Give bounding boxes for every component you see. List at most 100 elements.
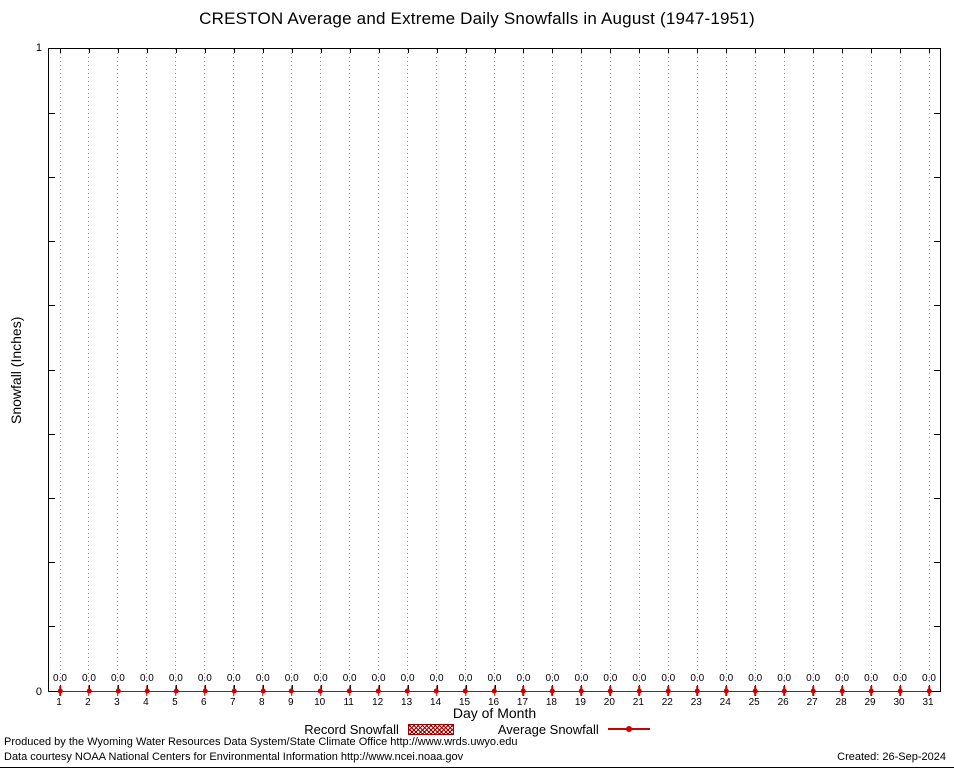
data-point-value-label: 0.0 (574, 673, 589, 684)
x-tick-label: 20 (603, 697, 615, 708)
y-minor-tick (934, 369, 940, 371)
gridline (899, 49, 901, 691)
gridline (522, 49, 524, 691)
x-tick-label: 31 (922, 697, 934, 708)
x-tick-mark (552, 49, 554, 53)
gridline (436, 49, 438, 691)
x-tick-mark (668, 49, 670, 53)
x-tick-mark (639, 49, 641, 53)
x-tick-mark (117, 49, 119, 53)
x-axis-tick-labels: 1 2 3 4 5 6 7 8 9 10 11 12 13 14 15 16 17 18 19 20 21 22 23 24 2… (48, 697, 941, 710)
data-point-marker (463, 686, 469, 696)
y-minor-tick (49, 433, 55, 435)
y-axis-max-label: 1 (35, 42, 42, 54)
data-point-value-label: 0.0 (197, 673, 212, 684)
y-minor-tick (934, 562, 940, 564)
data-point-marker (723, 686, 729, 696)
gridline (841, 49, 843, 691)
y-axis-min-label: 0 (35, 686, 42, 698)
y-minor-tick (49, 626, 55, 628)
legend-average-label: Average Snowfall (497, 721, 599, 737)
x-tick-label: 15 (458, 697, 471, 708)
gridline (551, 49, 553, 691)
footer-attribution-line: Produced by the Wyoming Water Resources … (4, 736, 518, 748)
x-tick-label: 14 (430, 697, 442, 708)
data-point-value-label: 0.0 (255, 673, 270, 684)
x-tick-mark (60, 49, 61, 53)
x-tick-label: 22 (661, 697, 673, 708)
x-tick-label: 10 (314, 697, 326, 708)
data-point-marker (752, 686, 758, 696)
x-tick-label: 12 (372, 697, 384, 708)
data-point-marker (231, 686, 237, 696)
data-point-value-label: 0.0 (284, 673, 299, 684)
data-point-value-label: 0.0 (922, 673, 936, 684)
x-tick-label: 11 (343, 697, 354, 708)
x-tick-label: 18 (545, 697, 557, 708)
plot-area: 0.0 0.0 0.0 0.0 0.0 0.0 0.0 0.0 0.0 0.0 0.0 0.0 0.0 0… (48, 48, 941, 696)
y-minor-tick (49, 562, 55, 564)
data-point-value-label: 0.0 (690, 673, 705, 684)
data-point-value-label: 0.0 (806, 673, 821, 684)
x-tick-mark (204, 49, 206, 53)
gridline (812, 49, 814, 691)
x-tick-label: 19 (574, 697, 586, 708)
data-point-value-label: 0.0 (777, 673, 792, 684)
x-tick-mark (436, 49, 438, 53)
data-point-marker (810, 686, 816, 696)
data-point-value-label: 0.0 (139, 673, 154, 684)
y-minor-tick (934, 626, 940, 628)
data-point-marker (318, 686, 324, 696)
gridline (928, 49, 930, 691)
x-tick-label: 21 (632, 697, 644, 708)
x-tick-mark (813, 49, 815, 53)
data-point-marker (405, 686, 411, 696)
gridline (494, 49, 495, 691)
x-tick-mark (291, 49, 293, 53)
gridline (638, 49, 640, 691)
data-point-value-label: 0.0 (53, 673, 67, 684)
x-tick-mark (349, 49, 351, 53)
data-point-marker (86, 686, 92, 696)
x-tick-mark (494, 49, 496, 53)
gridline (117, 49, 119, 691)
y-minor-tick (934, 305, 940, 307)
record-snowfall-swatch-icon (407, 723, 454, 735)
x-tick-label: 5 (172, 697, 178, 708)
data-point-marker (376, 686, 382, 696)
data-point-value-label: 0.0 (168, 673, 183, 684)
data-point-value-label: 0.0 (719, 673, 734, 684)
x-tick-mark (233, 49, 235, 53)
x-tick-label: 6 (201, 697, 207, 708)
x-tick-label: 27 (806, 697, 818, 708)
gridline (725, 49, 727, 691)
gridline (407, 49, 409, 691)
data-point-marker (173, 686, 179, 696)
data-point-value-label: 0.0 (458, 673, 473, 684)
data-point-value-label: 0.0 (748, 673, 763, 684)
x-tick-label: 30 (893, 697, 905, 708)
y-minor-tick (49, 112, 55, 114)
data-point-marker (839, 686, 845, 696)
x-tick-label: 28 (835, 697, 847, 708)
data-point-value-label: 0.0 (632, 673, 647, 684)
gridline (378, 49, 380, 691)
y-minor-tick (49, 497, 55, 499)
x-tick-label: 25 (748, 697, 760, 708)
gridline (609, 49, 611, 691)
gridline (262, 49, 264, 691)
gridline (580, 49, 582, 691)
gridline (88, 49, 90, 691)
footer-data-courtesy-line: Data courtesy NOAA National Centers for … (4, 751, 464, 763)
data-point-marker (549, 686, 555, 696)
x-tick-mark (610, 49, 612, 53)
x-tick-label: 1 (56, 697, 62, 708)
x-tick-label: 17 (516, 697, 529, 708)
data-point-value-label: 0.0 (371, 673, 386, 684)
y-minor-tick (934, 497, 940, 499)
gridline (870, 49, 872, 691)
gridline (175, 49, 177, 691)
data-point-marker (115, 686, 121, 696)
x-tick-label: 4 (143, 697, 149, 708)
data-point-value-label: 0.0 (893, 673, 907, 684)
